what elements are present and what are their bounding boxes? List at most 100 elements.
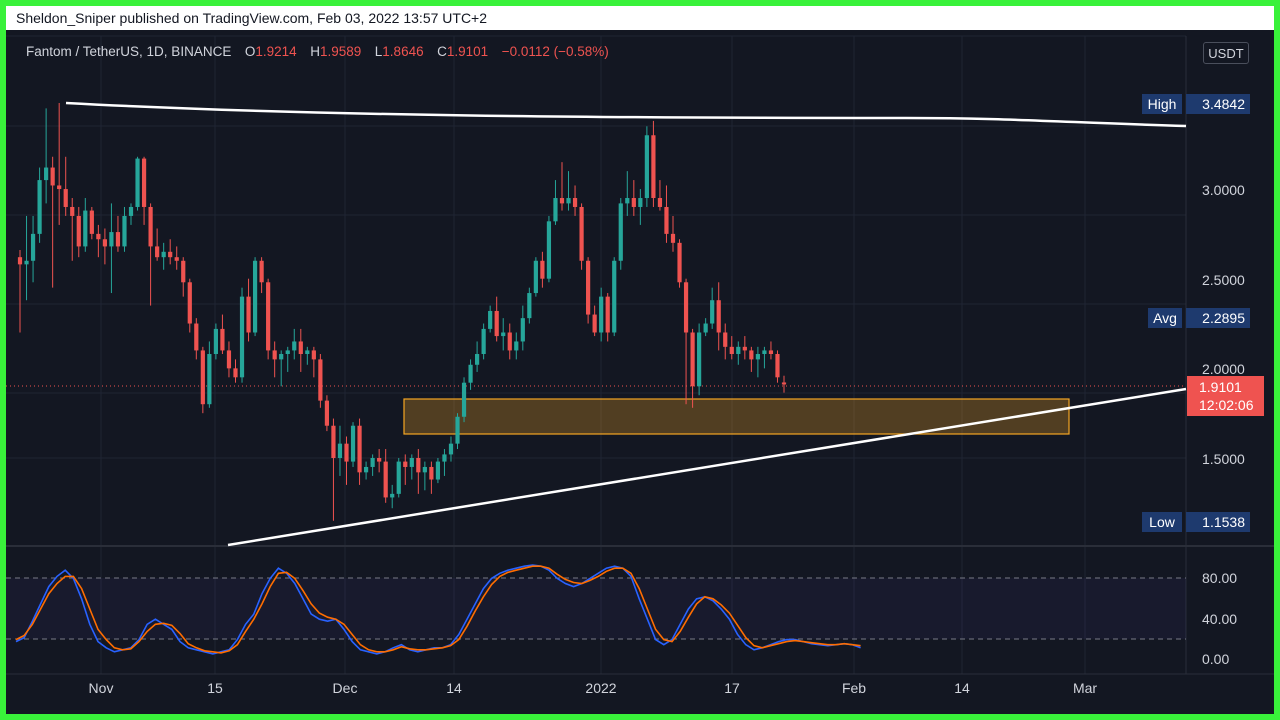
candle[interactable] — [298, 328, 303, 372]
candle[interactable] — [272, 341, 277, 378]
candle[interactable] — [572, 185, 578, 216]
candle[interactable] — [716, 282, 721, 351]
candle[interactable] — [657, 180, 663, 211]
candle[interactable] — [30, 215, 36, 283]
candle[interactable] — [501, 318, 506, 351]
candle[interactable] — [109, 203, 114, 294]
candle[interactable] — [435, 458, 441, 484]
candle[interactable] — [442, 449, 447, 476]
candle[interactable] — [207, 341, 212, 408]
candle[interactable] — [710, 287, 715, 329]
candle[interactable] — [252, 257, 258, 337]
candle[interactable] — [644, 126, 649, 207]
candle[interactable] — [285, 346, 290, 372]
candle[interactable] — [631, 180, 636, 216]
candle[interactable] — [390, 484, 395, 509]
resistance-trendline[interactable] — [65, 101, 1187, 128]
candle[interactable] — [344, 436, 349, 485]
candle[interactable] — [409, 454, 414, 480]
candle[interactable] — [481, 323, 486, 360]
candle[interactable] — [239, 287, 245, 383]
candle[interactable] — [690, 328, 695, 408]
candle[interactable] — [416, 449, 421, 494]
candle[interactable] — [70, 198, 75, 261]
candle[interactable] — [546, 215, 552, 283]
stoch-d-line[interactable] — [15, 565, 861, 654]
candle[interactable] — [89, 206, 94, 240]
candle[interactable] — [305, 346, 310, 365]
candle[interactable] — [363, 461, 369, 480]
candle[interactable] — [775, 350, 780, 383]
candle[interactable] — [311, 346, 316, 378]
currency-button[interactable]: USDT — [1203, 42, 1249, 64]
candle[interactable] — [246, 278, 251, 342]
candle[interactable] — [57, 102, 62, 225]
candle[interactable] — [651, 120, 656, 207]
candle[interactable] — [677, 239, 682, 288]
support-trendline[interactable] — [227, 387, 1187, 547]
candle[interactable] — [403, 454, 408, 485]
candle[interactable] — [83, 198, 88, 252]
candle[interactable] — [579, 203, 584, 270]
candle[interactable] — [122, 206, 127, 252]
candle[interactable] — [220, 314, 225, 355]
candle[interactable] — [781, 375, 787, 393]
candle[interactable] — [448, 436, 454, 462]
candle[interactable] — [429, 461, 434, 494]
candle[interactable] — [266, 278, 271, 360]
candle[interactable] — [24, 215, 29, 301]
candle[interactable] — [592, 305, 597, 337]
candle[interactable] — [135, 156, 140, 211]
candle[interactable] — [664, 185, 669, 243]
candle[interactable] — [161, 242, 166, 270]
candle[interactable] — [200, 346, 205, 414]
candle[interactable] — [96, 224, 101, 258]
candle[interactable] — [494, 296, 499, 342]
candle[interactable] — [488, 305, 493, 333]
candle[interactable] — [559, 162, 565, 211]
candle[interactable] — [762, 346, 767, 369]
candle[interactable] — [174, 246, 179, 270]
candle[interactable] — [586, 257, 591, 324]
candle[interactable] — [396, 458, 401, 498]
candle[interactable] — [514, 332, 519, 360]
candle[interactable] — [318, 354, 323, 408]
candle[interactable] — [605, 293, 610, 342]
candle[interactable] — [155, 228, 160, 261]
candle[interactable] — [527, 287, 532, 324]
candle[interactable] — [357, 418, 362, 485]
candle[interactable] — [697, 323, 702, 396]
candle[interactable] — [187, 278, 192, 333]
candle[interactable] — [213, 323, 218, 360]
symbol-title[interactable]: Fantom / TetherUS, 1D, BINANCE — [26, 44, 232, 59]
candle[interactable] — [625, 171, 630, 216]
candle[interactable] — [76, 206, 81, 258]
candle[interactable] — [168, 239, 173, 265]
candle[interactable] — [422, 461, 427, 491]
candle[interactable] — [553, 180, 558, 225]
candle[interactable] — [233, 359, 238, 383]
candle[interactable] — [599, 287, 604, 342]
candle[interactable] — [128, 203, 134, 225]
candle[interactable] — [50, 156, 55, 288]
candle[interactable] — [768, 341, 774, 360]
candle[interactable] — [455, 413, 460, 450]
price-chart[interactable] — [6, 6, 1274, 714]
candle[interactable] — [475, 341, 480, 372]
candle[interactable] — [194, 318, 199, 360]
candle[interactable] — [141, 156, 147, 225]
support-zone[interactable] — [403, 398, 1070, 435]
candle[interactable] — [292, 328, 297, 360]
candle[interactable] — [736, 341, 741, 365]
candle[interactable] — [533, 257, 538, 297]
candle[interactable] — [63, 156, 68, 216]
candle[interactable] — [566, 171, 571, 211]
candle[interactable] — [324, 395, 330, 432]
candle[interactable] — [350, 422, 356, 467]
candle[interactable] — [540, 251, 545, 288]
author-name[interactable]: Sheldon_Sniper — [16, 10, 116, 26]
candle[interactable] — [148, 203, 153, 306]
candle[interactable] — [331, 418, 336, 521]
candle[interactable] — [259, 257, 264, 294]
candle[interactable] — [102, 228, 107, 265]
